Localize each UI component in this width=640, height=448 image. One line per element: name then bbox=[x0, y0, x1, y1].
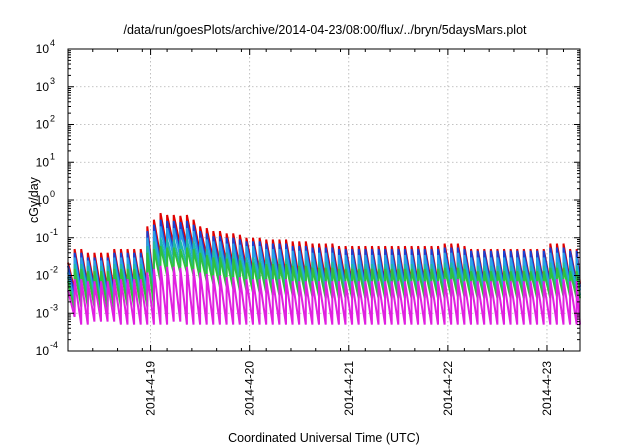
y-tick-exponent: 0 bbox=[50, 189, 55, 199]
y-tick-exponent: -3 bbox=[50, 302, 58, 312]
x-tick-label: 2014-4-22 bbox=[441, 361, 455, 416]
x-tick-label: 2014-4-20 bbox=[243, 361, 257, 416]
y-tick-label: 10 bbox=[36, 80, 50, 94]
chart-title: /data/run/goesPlots/archive/2014-04-23/0… bbox=[123, 23, 527, 37]
x-tick-label: 2014-4-23 bbox=[540, 361, 554, 416]
data-series bbox=[67, 212, 581, 325]
y-tick-exponent: 2 bbox=[50, 114, 55, 124]
y-tick-exponent: 4 bbox=[50, 38, 55, 48]
y-tick-label: 10 bbox=[36, 306, 50, 320]
x-tick-label: 2014-4-19 bbox=[144, 361, 158, 416]
y-tick-label: 10 bbox=[36, 231, 50, 245]
x-axis-label: Coordinated Universal Time (UTC) bbox=[228, 431, 420, 445]
y-axis-label: cGy/day bbox=[27, 176, 41, 223]
y-tick-label: 10 bbox=[36, 193, 50, 207]
y-tick-exponent: 1 bbox=[50, 151, 55, 161]
x-tick-labels: 2014-4-19 2014-4-20 2014-4-21 2014-4-22 2014… bbox=[144, 361, 554, 416]
axis-ticks bbox=[67, 48, 580, 352]
y-tick-exponent: -1 bbox=[50, 227, 58, 237]
y-tick-label: 10 bbox=[36, 344, 50, 358]
y-tick-exponent: -4 bbox=[50, 340, 58, 350]
y-tick-label: 10 bbox=[36, 118, 50, 132]
y-tick-label: 10 bbox=[36, 269, 50, 283]
y-tick-label: 10 bbox=[36, 42, 50, 56]
y-tick-exponent: -2 bbox=[50, 265, 58, 275]
series-line-6 bbox=[67, 265, 581, 325]
y-tick-label: 10 bbox=[36, 155, 50, 169]
x-tick-label: 2014-4-21 bbox=[342, 361, 356, 416]
y-tick-exponent: 3 bbox=[50, 76, 55, 86]
